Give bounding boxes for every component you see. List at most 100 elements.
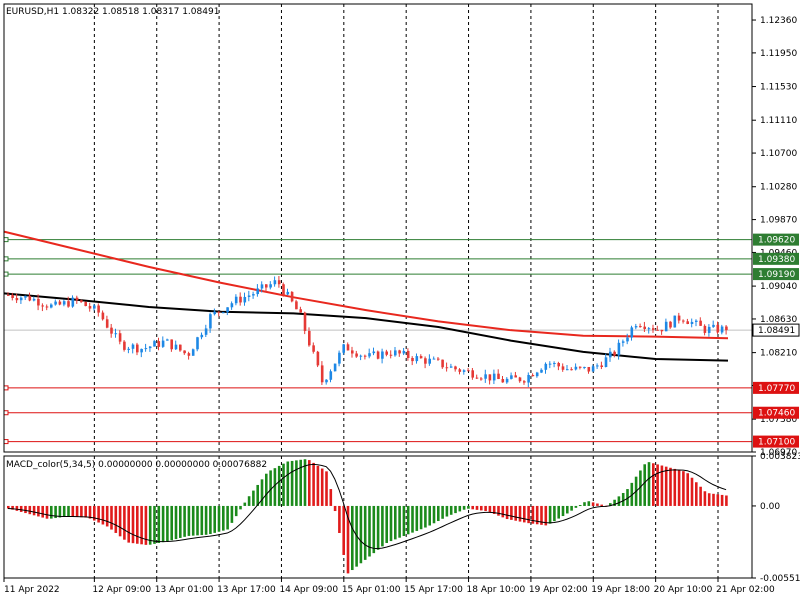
candle[interactable] [299, 309, 302, 313]
candle[interactable] [548, 363, 552, 365]
candle[interactable] [84, 301, 87, 307]
candle[interactable] [93, 305, 96, 309]
candle[interactable] [518, 377, 522, 382]
candle[interactable] [445, 367, 449, 369]
candle[interactable] [673, 315, 677, 328]
candle[interactable] [191, 349, 195, 356]
candle[interactable] [127, 348, 130, 350]
candle[interactable] [161, 340, 165, 347]
level-handle[interactable] [3, 410, 9, 416]
candle[interactable] [419, 356, 423, 359]
candle[interactable] [71, 297, 75, 307]
candle[interactable] [273, 280, 277, 285]
candle[interactable] [523, 381, 526, 383]
candle[interactable] [600, 365, 603, 367]
candle[interactable] [441, 359, 444, 368]
candle[interactable] [630, 327, 634, 338]
candle[interactable] [492, 373, 496, 381]
candle[interactable] [37, 298, 40, 306]
candle[interactable] [239, 296, 242, 303]
candle[interactable] [80, 300, 83, 302]
candle[interactable] [174, 344, 178, 350]
candle[interactable] [540, 369, 543, 373]
candle[interactable] [114, 333, 118, 335]
level-handle[interactable] [3, 385, 9, 391]
candle[interactable] [664, 321, 668, 332]
candle[interactable] [557, 363, 560, 367]
candle[interactable] [561, 366, 565, 370]
candle[interactable] [591, 366, 595, 372]
candle[interactable] [613, 351, 616, 356]
candle[interactable] [527, 374, 530, 383]
candle[interactable] [398, 350, 401, 354]
candle[interactable] [24, 295, 27, 298]
candle[interactable] [325, 379, 328, 383]
candle[interactable] [346, 344, 350, 351]
candle[interactable] [333, 363, 337, 372]
candle[interactable] [690, 321, 694, 325]
candle[interactable] [385, 351, 388, 355]
candle[interactable] [62, 301, 66, 305]
candle[interactable] [170, 339, 173, 350]
candle[interactable] [475, 377, 479, 379]
candle[interactable] [647, 328, 651, 330]
candle[interactable] [320, 365, 324, 383]
candle[interactable] [402, 350, 406, 354]
candle[interactable] [596, 365, 599, 367]
candle[interactable] [200, 334, 204, 338]
candle[interactable] [265, 284, 268, 288]
candle[interactable] [604, 357, 608, 367]
candle[interactable] [140, 348, 143, 353]
level-handle[interactable] [3, 256, 9, 262]
candle[interactable] [58, 301, 62, 305]
candle[interactable] [609, 351, 612, 358]
candle[interactable] [617, 342, 621, 356]
candle[interactable] [88, 306, 92, 309]
candle[interactable] [480, 378, 483, 380]
candle[interactable] [54, 301, 57, 305]
candle[interactable] [110, 327, 113, 334]
candle[interactable] [183, 350, 186, 354]
candle[interactable] [196, 337, 199, 350]
candle[interactable] [682, 320, 685, 322]
candle[interactable] [136, 344, 139, 353]
candle[interactable] [501, 379, 505, 383]
candle[interactable] [424, 358, 427, 364]
candle[interactable] [351, 350, 354, 354]
candle[interactable] [428, 358, 431, 364]
candle[interactable] [372, 351, 376, 354]
candle[interactable] [209, 314, 212, 329]
candle[interactable] [669, 321, 672, 328]
candle[interactable] [28, 295, 32, 301]
candle[interactable] [381, 351, 384, 359]
candle[interactable] [574, 366, 578, 370]
candle[interactable] [437, 358, 440, 360]
candle[interactable] [535, 372, 539, 377]
candle[interactable] [449, 366, 453, 368]
candle[interactable] [432, 358, 436, 360]
candle[interactable] [368, 353, 371, 357]
candle[interactable] [316, 351, 320, 366]
candle[interactable] [75, 297, 79, 301]
candle[interactable] [544, 363, 548, 370]
candle[interactable] [256, 288, 259, 295]
candle[interactable] [308, 330, 311, 346]
candle[interactable] [376, 351, 380, 359]
level-handle[interactable] [3, 237, 9, 243]
candle[interactable] [570, 369, 573, 371]
candle[interactable] [720, 326, 724, 333]
candle[interactable] [454, 366, 457, 370]
candle[interactable] [243, 296, 247, 303]
candle[interactable] [213, 311, 216, 315]
candle[interactable] [634, 326, 638, 328]
candle[interactable] [105, 319, 109, 328]
candle[interactable] [217, 311, 221, 313]
candle[interactable] [621, 341, 625, 343]
candle[interactable] [643, 326, 646, 330]
candle[interactable] [394, 350, 397, 356]
candle[interactable] [471, 370, 474, 378]
candle[interactable] [531, 374, 535, 377]
candle[interactable] [11, 295, 14, 298]
candle[interactable] [355, 353, 358, 357]
